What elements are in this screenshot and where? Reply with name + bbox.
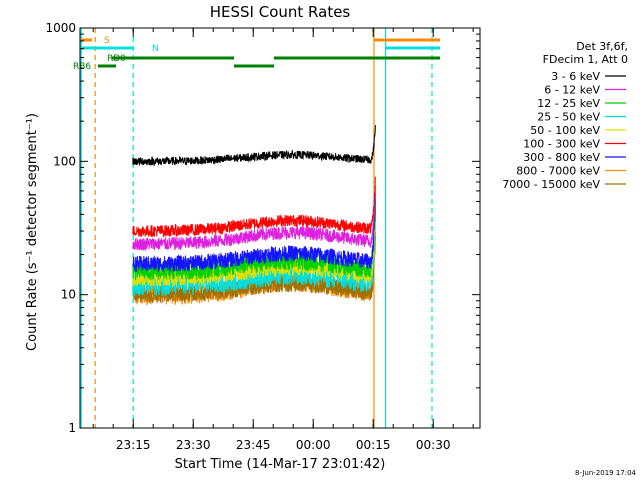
x-axis-label: Start Time (14-Mar-17 23:01:42) — [175, 457, 386, 472]
series-line — [132, 185, 376, 252]
x-tick-label: 23:15 — [116, 438, 151, 452]
state-bar-label: S — [104, 36, 110, 46]
y-tick-label: 1 — [68, 421, 76, 435]
series-group — [132, 125, 376, 306]
y-tick-label: 1000 — [45, 21, 76, 35]
legend-entry-label: 800 - 7000 keV — [516, 165, 600, 178]
y-axis-label: Count Rate (s⁻¹ detector segment⁻¹) — [25, 113, 40, 351]
x-tick-label: 23:45 — [236, 438, 271, 452]
y-axis: 1 10 100 1000 — [45, 21, 480, 435]
state-bar-label: RD0 — [107, 54, 126, 64]
y-tick-label: 100 — [53, 154, 76, 168]
x-tick-label: 00:00 — [296, 438, 331, 452]
plot-frame — [79, 27, 481, 429]
legend-entry-label: 6 - 12 keV — [544, 84, 600, 97]
legend-entry-label: 3 - 6 keV — [551, 70, 600, 83]
legend-header-line-1: Det 3f,6f, — [576, 40, 628, 53]
legend-entry-label: 7000 - 15000 keV — [502, 178, 600, 191]
series-line — [132, 176, 376, 238]
legend-header-line-2: FDecim 1, Att 0 — [543, 53, 628, 66]
legend-entry-label: 100 - 300 keV — [523, 138, 600, 151]
series-line — [132, 194, 376, 272]
legend-entry-label: 25 - 50 keV — [537, 111, 600, 124]
legend-entry-label: 50 - 100 keV — [530, 124, 600, 137]
series-line — [132, 231, 376, 304]
x-axis: 23:15 23:30 23:45 00:00 00:15 00:30 — [92, 28, 474, 452]
chart-title: HESSI Count Rates — [210, 3, 351, 21]
x-tick-label: 23:30 — [176, 438, 211, 452]
state-bar-label: N — [152, 44, 159, 54]
legend-entry-label: 12 - 25 keV — [537, 97, 600, 110]
x-tick-label: 00:30 — [416, 438, 451, 452]
footer-timestamp: 8-Jun-2019 17:04 — [575, 469, 637, 477]
x-tick-label: 00:15 — [356, 438, 391, 452]
state-bars: S N RD0 RB6 — [73, 36, 440, 72]
series-line — [132, 125, 376, 167]
y-tick-label: 10 — [61, 288, 76, 302]
state-bar-label: RB6 — [73, 62, 91, 72]
legend-entry-label: 300 - 800 keV — [523, 151, 600, 164]
